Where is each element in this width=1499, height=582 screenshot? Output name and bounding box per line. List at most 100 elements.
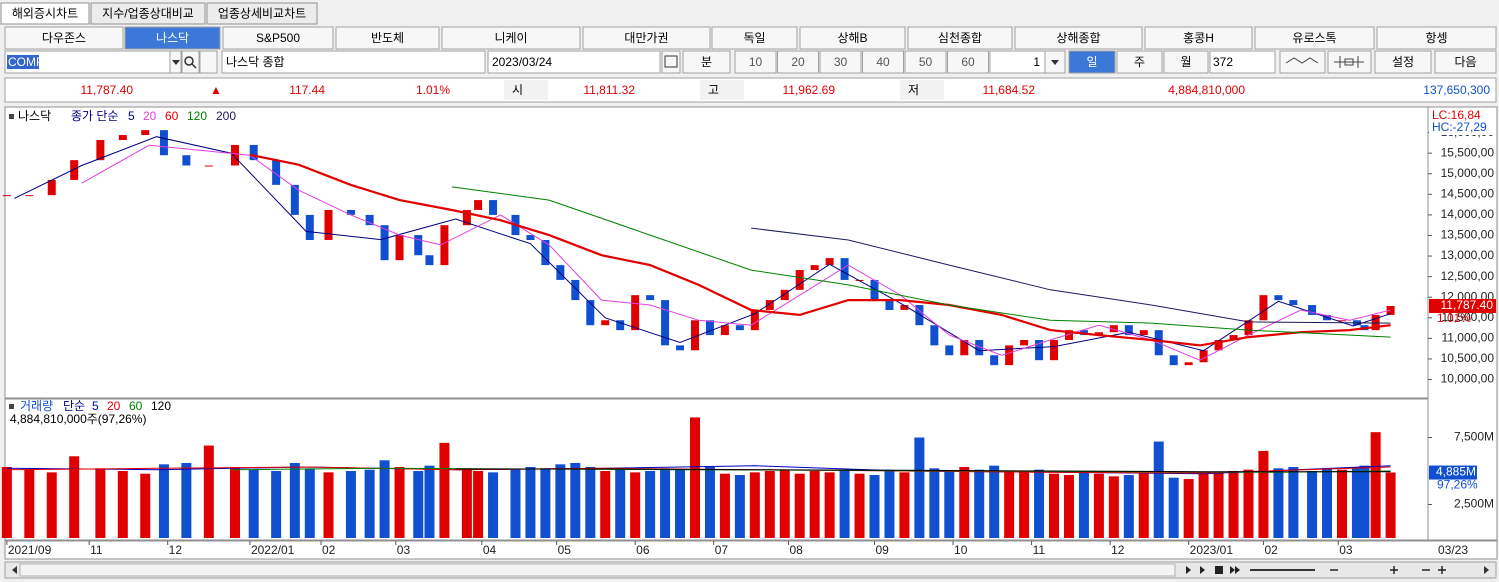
- memo-button[interactable]: [199, 50, 218, 74]
- moving-average: [14, 136, 1391, 352]
- market-button[interactable]: [1254, 26, 1375, 50]
- minute-button[interactable]: [947, 50, 989, 74]
- volume-bar: [645, 471, 656, 538]
- period-button[interactable]: [1116, 50, 1163, 74]
- volume-bar: [413, 471, 424, 538]
- volume-bar: [869, 475, 880, 538]
- x-tick-label: 11: [1033, 543, 1046, 557]
- market-button[interactable]: [582, 26, 711, 50]
- period-button-label: 일: [1086, 55, 1097, 69]
- scroll-control[interactable]: [1200, 566, 1206, 574]
- date-field[interactable]: [487, 50, 661, 74]
- volume-bar: [660, 468, 671, 538]
- y-tick-label: 10,000,00: [1441, 372, 1495, 386]
- candle: [765, 300, 774, 310]
- scroll-control[interactable]: [1215, 566, 1223, 574]
- market-button[interactable]: [441, 26, 581, 50]
- tab-label: 업종상세비교차트: [218, 7, 306, 21]
- last-price-box: [1429, 298, 1496, 313]
- period-button[interactable]: [1163, 50, 1209, 74]
- quote-value: 저: [908, 83, 919, 97]
- market-button-label: 홍콩H: [1183, 31, 1214, 45]
- candle: [305, 214, 314, 241]
- scroll-thumb[interactable]: [19, 563, 1176, 577]
- settings-button[interactable]: [1374, 50, 1432, 74]
- volume-bar: [1153, 441, 1164, 538]
- legend-entry: 60: [129, 399, 143, 413]
- period-button[interactable]: [1068, 50, 1116, 74]
- quote-value: 11,811.32: [583, 83, 635, 97]
- minute-button[interactable]: [819, 50, 862, 74]
- market-button[interactable]: [222, 26, 334, 50]
- candle: [290, 184, 299, 215]
- candle: [780, 289, 789, 301]
- volume-bar: [929, 468, 940, 538]
- unit-button[interactable]: [682, 50, 731, 74]
- candle: [462, 209, 471, 226]
- tab[interactable]: [90, 2, 206, 25]
- x-tick-label: 2023/01: [1190, 543, 1234, 557]
- market-button-label: 반도체: [371, 31, 404, 45]
- market-button[interactable]: [711, 26, 798, 50]
- search-handle: [191, 63, 197, 69]
- legend-entry: 20: [107, 399, 121, 413]
- quote-value: 고: [708, 83, 719, 97]
- volume-bar: [794, 473, 805, 538]
- zoom-button[interactable]: [1279, 50, 1326, 74]
- candle: [1094, 332, 1103, 336]
- candle: [930, 325, 939, 346]
- minute-button[interactable]: [777, 50, 819, 74]
- volume-bar: [488, 472, 499, 538]
- candle: [249, 144, 258, 161]
- candle: [1244, 320, 1253, 336]
- lc-label: LC:16,84: [1432, 108, 1481, 122]
- bars-field[interactable]: [1209, 50, 1276, 74]
- market-button[interactable]: [1144, 26, 1253, 50]
- x-tick-label: 11: [90, 543, 103, 557]
- zoom-control[interactable]: [1390, 566, 1398, 574]
- volume-bar: [1385, 472, 1396, 538]
- volume-bar: [959, 466, 970, 538]
- volume-bar: [1351, 466, 1362, 538]
- minute-button[interactable]: [734, 50, 777, 74]
- market-button[interactable]: [4, 26, 124, 50]
- volume-bar: [1078, 472, 1089, 538]
- volume-bar: [1183, 479, 1194, 538]
- market-button[interactable]: [1376, 26, 1497, 50]
- minute-button[interactable]: [904, 50, 947, 74]
- last-price-pct: 1.01%: [1437, 311, 1471, 325]
- zoom-control[interactable]: [1438, 566, 1446, 574]
- scroll-right[interactable]: [1484, 566, 1489, 574]
- next-button[interactable]: [1434, 50, 1497, 74]
- quote-value: 1.01%: [416, 83, 450, 97]
- market-button[interactable]: [799, 26, 906, 50]
- candle: [1139, 330, 1148, 336]
- minute-button-label: 30: [834, 55, 848, 69]
- quote-value: 시: [512, 83, 523, 97]
- tab[interactable]: [206, 2, 318, 25]
- market-button[interactable]: [1014, 26, 1143, 50]
- market-button-label: 유로스톡: [1292, 31, 1336, 45]
- market-button[interactable]: [335, 26, 440, 50]
- market-button[interactable]: [907, 26, 1013, 50]
- volume-bar: [394, 466, 405, 538]
- candle: [1337, 320, 1346, 322]
- candle: [1274, 295, 1283, 301]
- x-tick-label: 12: [1111, 543, 1125, 557]
- x-tick-label: 09: [876, 543, 890, 557]
- candle: [2, 195, 11, 197]
- scroll-control[interactable]: [1186, 566, 1191, 574]
- scroll-control[interactable]: [1230, 566, 1240, 574]
- tab[interactable]: [0, 2, 90, 25]
- volume-bar: [764, 471, 775, 538]
- volume-bar: [1063, 475, 1074, 538]
- candle: [1289, 300, 1298, 306]
- volume-bar: [1243, 469, 1254, 538]
- candle: [1020, 340, 1029, 346]
- market-button[interactable]: [124, 26, 221, 50]
- minute-button[interactable]: [862, 50, 904, 74]
- last-volume-pct: 97,26%: [1437, 478, 1478, 492]
- volume-bar: [1322, 468, 1333, 538]
